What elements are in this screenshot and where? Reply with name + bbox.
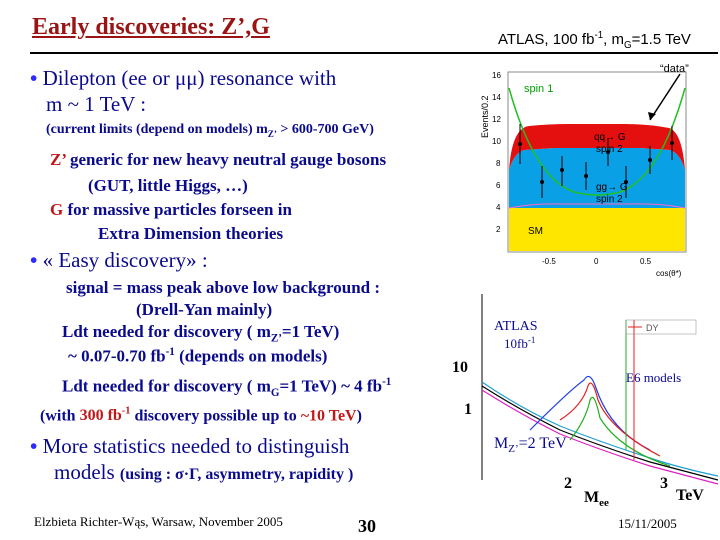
ytick: 16 [492, 71, 501, 80]
x-ticks: -0.5 0 0.5 [542, 257, 652, 266]
page-number: 30 [358, 516, 376, 536]
spin1-curve [508, 87, 686, 196]
ytick: 6 [496, 181, 501, 190]
g-description: G for massive particles forseen in [50, 200, 292, 219]
lumi-label: 10fb-1 [504, 335, 535, 351]
sm-curve [508, 203, 686, 209]
zprime-description-line2: (GUT, little Higgs, …) [88, 176, 248, 195]
ldt-g-line: Ldt needed for discovery ( mG=1 TeV) ~ 4… [62, 376, 392, 400]
bullet-dilepton-line1: Dilepton (ee or μμ) resonance with [42, 66, 337, 90]
data-points [518, 124, 674, 198]
ldt-z-line2: ~ 0.07-0.70 fb-1 (depends on models) [68, 346, 328, 366]
ytick: 12 [492, 115, 501, 124]
y-tick-10: 10 [452, 359, 468, 376]
bullet-dilepton: • Dilepton (ee or μμ) resonance with [30, 66, 337, 90]
e6-models-label: E6 models [626, 370, 681, 385]
ldt-z-line1: Ldt needed for discovery ( mZ’=1 TeV) [62, 322, 340, 345]
zprime-description: Z’ generic for new heavy neutral gauge b… [50, 150, 387, 169]
current-limits-note: (current limits (depend on models) mZ’ >… [46, 122, 374, 139]
x-tick-2: 2 [564, 475, 572, 492]
bullet-easy-discovery: • « Easy discovery» : [30, 248, 208, 272]
xtick: 0 [594, 257, 599, 266]
spin1-label: spin 1 [524, 83, 553, 95]
ytick: 14 [492, 93, 501, 102]
data-arrow [649, 73, 681, 121]
x-axis-label: Mee [584, 489, 609, 509]
y-axis-label: Events/0.2 [480, 95, 490, 138]
bullet-more-statistics: • More statistics needed to distinguish [30, 434, 350, 458]
bullet-easy-discovery-text: « Easy discovery» : [42, 248, 208, 272]
y-ticks: 16 14 12 10 8 6 4 2 [492, 71, 501, 234]
ytick: 10 [492, 137, 501, 146]
xtick: -0.5 [542, 257, 556, 266]
atlas-header: ATLAS, 100 fb-1, mG=1.5 TeV [498, 30, 691, 51]
dy-legend [625, 319, 697, 335]
y-tick-1: 1 [464, 401, 472, 418]
sm-band [509, 208, 685, 251]
sm-label: SM [528, 226, 543, 237]
signal-line1: signal = mass peak above low background … [66, 278, 381, 297]
qq-spin2-sublabel: spin 2 [596, 144, 623, 155]
bullet-dilepton-line2: m ~ 1 TeV : [46, 92, 147, 116]
x-unit-label: TeV [676, 487, 704, 504]
mz-label: MZ’=2 TeV [494, 435, 567, 455]
slide-title: Early discoveries: Z’,G [32, 14, 270, 40]
ytick: 8 [496, 159, 501, 168]
x-tick-3: 3 [660, 475, 668, 492]
signal-line2: (Drell-Yan mainly) [136, 300, 273, 319]
dy-label: DY [646, 323, 659, 333]
footer-author: Elzbieta Richter-Wąs, Warsaw, November 2… [34, 514, 283, 529]
spectrum-curves [481, 375, 719, 485]
xtick: 0.5 [640, 257, 652, 266]
spin2-qq-band [509, 124, 685, 170]
mass-spectrum-plot: DY ATLAS 10fb-1 E6 models 10 1 MZ’=2 TeV… [452, 294, 719, 509]
qq-spin2-label: qq→ G [594, 132, 626, 143]
ytick: 2 [496, 225, 501, 234]
data-arrowhead [648, 112, 656, 120]
footer-date: 15/11/2005 [618, 516, 677, 531]
angular-distribution-plot: 16 14 12 10 8 6 4 2 Events/0.2 -0.5 0 0.… [480, 63, 689, 278]
g-description-line2: Extra Dimension theories [98, 224, 284, 243]
bullet-more-statistics-line1: More statistics needed to distinguish [42, 434, 350, 458]
data-label: “data” [660, 63, 689, 75]
x-axis-label: cos(θ*) [656, 269, 682, 278]
gg-spin2-label: gg→ G [596, 182, 628, 193]
gg-spin2-sublabel: spin 2 [596, 194, 623, 205]
spin2-gg-band [509, 148, 685, 208]
title-divider [30, 52, 718, 54]
atlas-label: ATLAS [494, 319, 538, 334]
with-300-note: (with 300 fb-1 discovery possible up to … [40, 406, 362, 425]
bullet-more-statistics-line2: models (using : σ·Γ, asymmetry, rapidity… [54, 460, 354, 484]
ytick: 4 [496, 203, 501, 212]
